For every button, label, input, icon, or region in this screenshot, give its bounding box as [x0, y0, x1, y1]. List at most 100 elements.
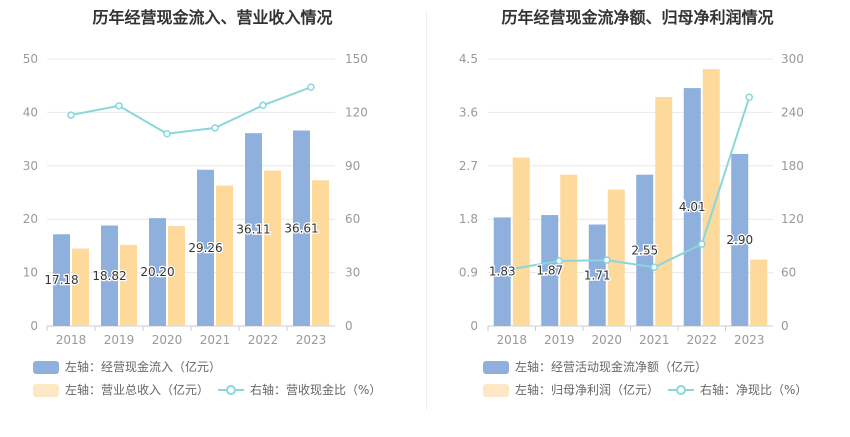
x-axis-tick-label: 2020 [152, 333, 183, 347]
bar-primary [683, 88, 701, 326]
left-axis-tick-label: 0 [30, 319, 38, 333]
chart-title: 历年经营现金流净额、归母净利润情况 [501, 8, 774, 27]
legend-label: 右轴：净现比（%） [700, 383, 808, 397]
bar-secondary [655, 96, 673, 327]
x-axis-tick-label: 2021 [200, 333, 231, 347]
legend-label: 左轴：经营活动现金流净额（亿元） [515, 360, 708, 374]
bar-secondary [216, 185, 233, 326]
left-axis-tick-label: 4.5 [459, 52, 478, 66]
left-axis-tick-label: 30 [23, 159, 38, 173]
ratio-point [307, 83, 315, 91]
bar-primary [731, 153, 749, 326]
x-axis-tick-label: 2019 [104, 333, 135, 347]
legend-swatch [33, 384, 59, 397]
bar-primary [588, 224, 606, 326]
bar-data-label: 4.01 [679, 200, 706, 214]
left-axis-tick-label: 0 [470, 319, 478, 333]
left-axis-tick-label: 50 [23, 52, 38, 66]
ratio-point [163, 130, 171, 138]
bar-secondary [72, 248, 89, 326]
panel-divider [426, 10, 427, 410]
legend-label: 右轴：营收现金比（%） [250, 383, 382, 397]
bar-secondary [607, 189, 625, 326]
bar-data-label: 17.18 [44, 273, 78, 287]
bar-data-label: 1.83 [489, 265, 516, 279]
chart-title: 历年经营现金流入、营业收入情况 [92, 8, 333, 27]
right-axis-tick-label: 150 [345, 52, 368, 66]
legend-swatch [483, 361, 509, 374]
left-axis-tick-label: 0.9 [459, 266, 478, 280]
legend-line-marker [668, 385, 694, 395]
x-axis-tick-label: 2023 [296, 333, 327, 347]
bar-primary [53, 234, 70, 326]
legend-label: 左轴：经营现金流入（亿元） [65, 360, 222, 374]
bar-primary [636, 174, 654, 326]
ratio-point [211, 124, 219, 132]
bar-secondary [750, 259, 768, 326]
bar-data-label: 36.11 [236, 223, 270, 237]
ratio-point [745, 93, 753, 102]
bar-secondary [264, 170, 281, 326]
ratio-point [603, 256, 611, 264]
right-axis-tick-label: 240 [781, 105, 804, 119]
ratio-line [511, 96, 751, 271]
right-axis-tick-label: 30 [345, 266, 360, 280]
ratio-point [115, 102, 123, 110]
right-axis-tick-label: 180 [781, 159, 804, 173]
right-axis-tick-label: 60 [781, 266, 796, 280]
x-axis-tick-label: 2021 [639, 333, 670, 347]
legend-swatch [483, 384, 509, 397]
ratio-point [67, 111, 75, 119]
bar-primary [149, 218, 166, 326]
bar-data-label: 36.61 [284, 221, 318, 235]
bar-primary [493, 217, 511, 326]
ratio-point [650, 263, 658, 272]
right-axis-tick-label: 120 [781, 212, 804, 226]
left-axis-tick-label: 40 [23, 105, 38, 119]
x-axis-tick-label: 2022 [248, 333, 279, 347]
chart-plot-cash-inflow-revenue: 0 10 20 30 40 50 0 30 60 90 120 150 2018 2019 2020 2021… [23, 52, 368, 347]
chart-plot-net-cash-profit: 0 0.9 1.8 2.7 3.6 4.5 0 60 120 180 240 300 2018 2019 2… [459, 52, 804, 347]
chart-panel-net-cash-profit: 历年经营现金流净额、归母净利润情况 0 0.9 1.8 2.7 3.6 4.5 0 60 120… [425, 0, 850, 437]
right-axis-tick-label: 300 [781, 52, 804, 66]
bar-secondary [512, 157, 530, 326]
ratio-point [259, 101, 267, 110]
bar-data-label: 20.20 [140, 265, 174, 279]
bar-secondary [312, 180, 329, 326]
bar-data-label: 2.90 [726, 233, 753, 247]
right-axis-tick-label: 90 [345, 159, 360, 173]
x-axis-tick-label: 2020 [591, 333, 622, 347]
right-axis-tick-label: 120 [345, 105, 368, 119]
bar-data-label: 1.87 [536, 264, 563, 278]
legend-label: 左轴：归母净利润（亿元） [515, 383, 660, 397]
x-axis-tick-label: 2022 [686, 333, 717, 347]
bar-primary [197, 169, 214, 326]
right-axis-tick-label: 0 [781, 319, 789, 333]
bar-primary [101, 225, 118, 326]
legend-line-marker [218, 385, 244, 395]
bar-secondary [702, 69, 720, 326]
bar-secondary [168, 226, 185, 326]
bar-data-label: 29.26 [188, 241, 222, 255]
ratio-point [508, 265, 516, 273]
x-axis-tick-label: 2018 [56, 333, 87, 347]
bar-primary [541, 215, 559, 326]
ratio-point [698, 240, 706, 248]
left-axis-tick-label: 10 [23, 266, 38, 280]
left-axis-tick-label: 1.8 [459, 212, 478, 226]
left-axis-tick-label: 2.7 [459, 159, 478, 173]
legend-swatch [33, 361, 59, 374]
x-axis-tick-label: 2023 [734, 333, 765, 347]
x-axis-tick-label: 2018 [496, 333, 527, 347]
bar-secondary [120, 244, 137, 326]
right-axis-tick-label: 60 [345, 212, 360, 226]
bar-data-label: 2.55 [631, 243, 658, 257]
x-axis-tick-label: 2019 [544, 333, 575, 347]
left-axis-tick-label: 3.6 [459, 105, 478, 119]
bar-data-label: 1.71 [584, 268, 611, 282]
bar-primary [245, 133, 262, 326]
legend-label: 左轴：营业总收入（亿元） [65, 383, 210, 397]
ratio-line [70, 86, 312, 135]
left-axis-tick-label: 20 [23, 212, 38, 226]
bar-secondary [560, 174, 578, 326]
